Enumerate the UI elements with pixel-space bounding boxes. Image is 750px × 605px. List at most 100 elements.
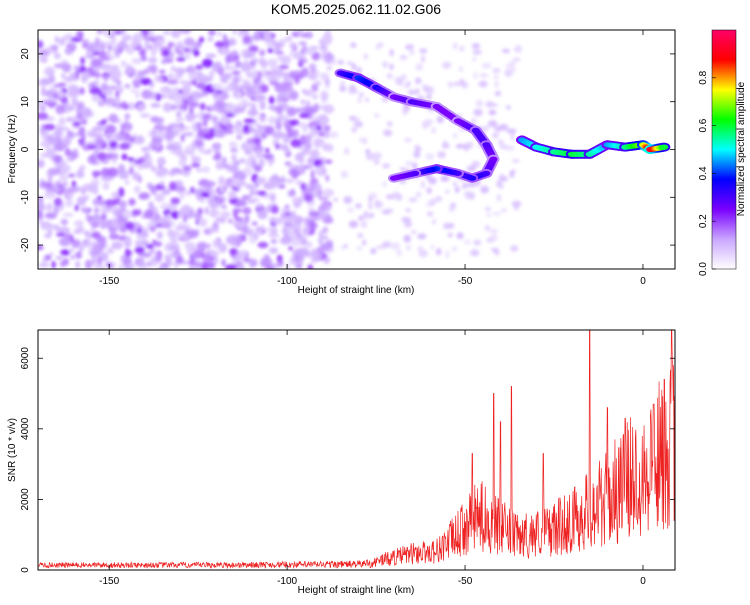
- noise-blob: [54, 35, 59, 44]
- noise-blob: [126, 64, 133, 74]
- noise-blob: [391, 191, 400, 200]
- noise-blob: [54, 197, 62, 207]
- noise-blob: [244, 158, 253, 166]
- noise-blob: [38, 245, 44, 251]
- spectrogram-x-ticks: -150 -100 -50 0: [99, 30, 646, 287]
- noise-blob: [183, 37, 195, 47]
- noise-blob: [53, 63, 64, 69]
- noise-blob: [357, 67, 362, 74]
- noise-blob: [168, 72, 174, 80]
- noise-blob: [278, 184, 286, 189]
- noise-blob: [141, 30, 150, 36]
- noise-blob: [53, 52, 62, 60]
- noise-blob: [299, 112, 310, 119]
- noise-blob: [249, 259, 255, 269]
- noise-blob: [473, 108, 483, 117]
- noise-blob: [276, 50, 284, 56]
- noise-blob: [42, 224, 51, 229]
- noise-blob: [147, 57, 158, 64]
- noise-blob: [340, 245, 345, 250]
- noise-blob: [86, 241, 95, 250]
- noise-blob: [118, 170, 130, 180]
- noise-blob: [408, 48, 415, 56]
- noise-blob: [221, 156, 228, 165]
- noise-blob: [236, 264, 245, 269]
- noise-blob: [57, 183, 64, 189]
- noise-blob: [302, 225, 312, 235]
- x-tick-label: -100: [277, 276, 297, 287]
- noise-blob: [250, 189, 260, 196]
- noise-blob: [480, 185, 489, 194]
- noise-blob: [67, 89, 80, 99]
- noise-blob: [212, 239, 222, 249]
- noise-blob: [154, 77, 164, 83]
- noise-blob: [169, 245, 178, 250]
- noise-blob: [174, 185, 186, 193]
- noise-blob: [258, 158, 265, 168]
- noise-blob: [235, 220, 247, 227]
- noise-blob: [66, 155, 72, 162]
- noise-blob: [187, 266, 198, 269]
- noise-blob: [283, 71, 291, 80]
- noise-blob: [176, 111, 182, 117]
- noise-blob: [403, 83, 410, 89]
- noise-blob: [337, 60, 345, 65]
- noise-blob: [286, 133, 295, 139]
- noise-blob: [390, 242, 401, 250]
- noise-blob: [410, 229, 417, 235]
- noise-blob: [90, 227, 96, 232]
- noise-blob: [146, 244, 154, 249]
- noise-blob: [221, 164, 231, 169]
- noise-blob: [132, 172, 140, 181]
- noise-blob: [321, 33, 333, 44]
- noise-blob: [202, 58, 213, 68]
- noise-blob: [140, 161, 153, 169]
- noise-blob: [172, 122, 179, 128]
- noise-blob: [300, 99, 306, 105]
- noise-blob: [39, 125, 45, 135]
- noise-blob: [267, 48, 274, 54]
- noise-blob: [321, 244, 334, 250]
- noise-blob: [229, 248, 239, 256]
- noise-blob: [245, 50, 256, 59]
- noise-blob: [181, 126, 191, 131]
- x-tick-label: -150: [99, 276, 119, 287]
- noise-blob: [62, 225, 68, 234]
- noise-blob: [39, 105, 46, 112]
- noise-blob: [491, 132, 500, 139]
- noise-blob: [270, 69, 277, 76]
- noise-blob: [320, 48, 330, 54]
- noise-blob: [44, 90, 57, 98]
- noise-blob: [294, 152, 304, 162]
- noise-blob: [91, 214, 102, 224]
- noise-blob: [132, 78, 141, 87]
- noise-blob: [223, 75, 228, 84]
- noise-blob: [228, 190, 237, 199]
- noise-blob: [330, 58, 337, 65]
- noise-blob: [93, 244, 105, 250]
- noise-blob: [109, 233, 120, 240]
- noise-blob: [77, 243, 88, 248]
- noise-blob: [403, 234, 412, 243]
- noise-blob: [191, 155, 202, 163]
- noise-blob: [399, 54, 408, 61]
- noise-blob: [80, 206, 90, 212]
- noise-blob: [68, 106, 75, 111]
- noise-blob: [510, 245, 519, 252]
- noise-blob: [309, 227, 315, 235]
- x-tick-label: -100: [277, 576, 297, 587]
- noise-blob: [116, 83, 122, 90]
- noise-blob: [266, 58, 278, 67]
- x-tick-label: -150: [99, 576, 119, 587]
- noise-blob: [106, 152, 113, 160]
- noise-blob: [234, 160, 241, 165]
- noise-blob: [81, 133, 86, 143]
- noise-blob: [414, 77, 422, 85]
- noise-blob: [234, 54, 240, 61]
- noise-blob: [125, 44, 136, 55]
- noise-blob: [278, 143, 289, 151]
- noise-blob: [437, 151, 446, 159]
- noise-blob: [38, 112, 49, 120]
- noise-blob: [308, 210, 320, 217]
- noise-blob: [171, 30, 181, 39]
